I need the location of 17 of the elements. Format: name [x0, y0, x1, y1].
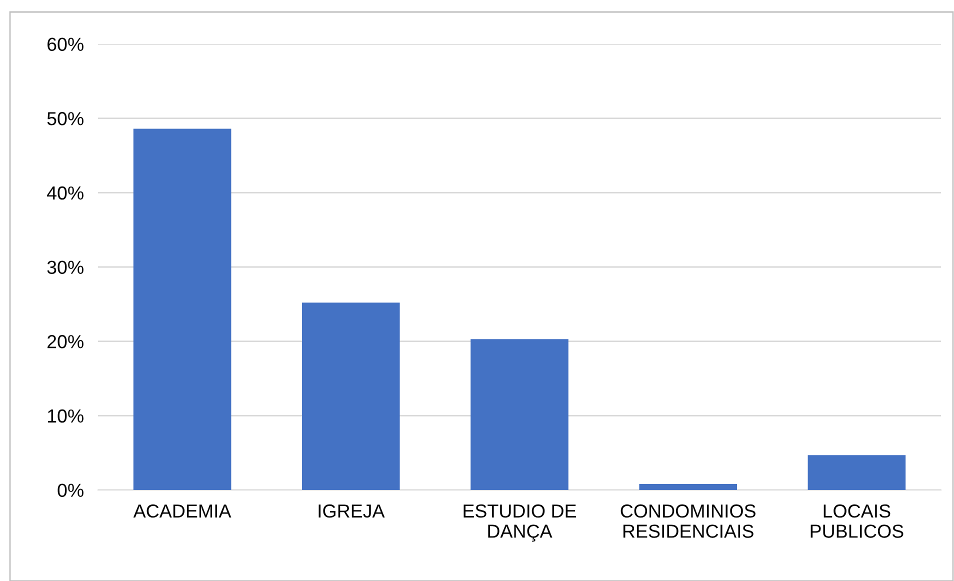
bar [808, 455, 906, 490]
bar [133, 128, 232, 490]
y-tick-label: 0% [58, 484, 84, 497]
y-tick-label: 50% [47, 112, 84, 126]
y-tick-label: 60% [48, 38, 84, 51]
y-tick-label: 20% [48, 335, 84, 348]
y-tick-label: 10% [48, 409, 84, 423]
y-tick-label: 40% [47, 186, 84, 200]
bar [470, 339, 568, 490]
x-tick-label: LOCAIS PUBLICOS [810, 504, 904, 538]
x-tick-label: ACADEMIA [133, 504, 232, 518]
bar [302, 302, 400, 490]
x-tick-label: ESTUDIO DE DANÇA [464, 504, 576, 542]
y-tick-label: 30% [47, 260, 84, 274]
bar [639, 484, 737, 490]
x-tick-label: CONDOMINIOS RESIDENCIAIS [620, 504, 756, 538]
x-tick-label: IGREJA [318, 504, 385, 518]
